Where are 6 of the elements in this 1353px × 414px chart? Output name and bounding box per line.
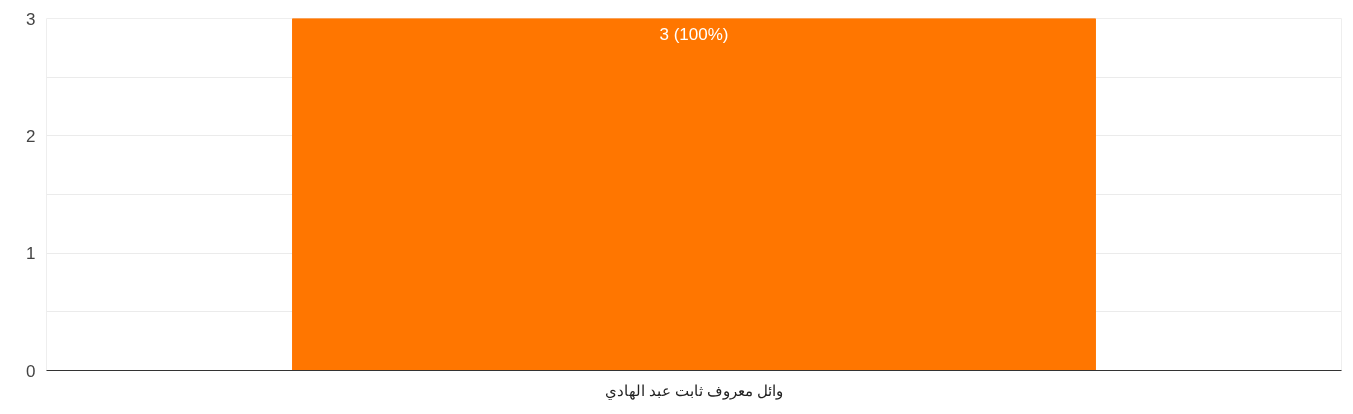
x-tick-label: وائل معروف ثابت عبد الهادي	[604, 381, 784, 400]
y-tick-label: 3	[26, 9, 36, 29]
data-label: 3 (100%)	[659, 24, 729, 44]
y-tick-label: 0	[26, 361, 36, 381]
y-tick-label: 1	[26, 244, 36, 264]
y-tick-label: 2	[26, 126, 36, 146]
